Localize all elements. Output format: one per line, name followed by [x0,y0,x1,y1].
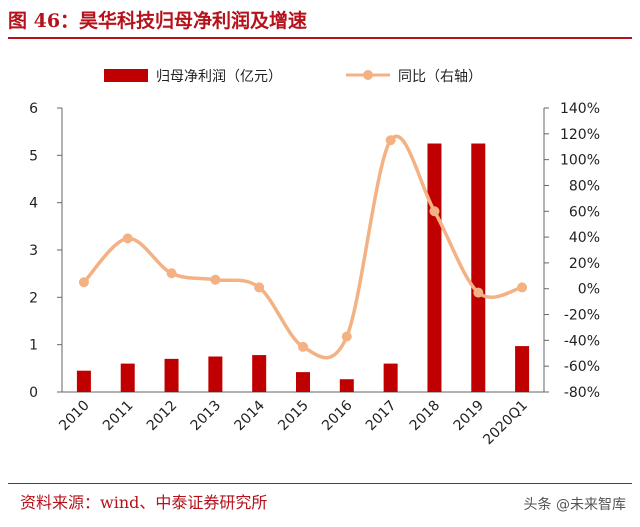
bar [515,346,530,392]
line-point [385,135,396,146]
y-tick-label-right: 100% [560,153,600,169]
x-tick-label: 2019 [451,398,488,435]
y-tick-label-right: 60% [569,204,600,220]
x-tick-label: 2018 [407,398,444,435]
line-point [166,268,177,279]
source-note: 资料来源：wind、中泰证券研究所 [20,493,268,512]
y-tick-label-left: 5 [29,148,38,164]
bar [383,363,398,392]
legend: 归母净利润（亿元） 同比（右轴） [104,68,482,85]
legend-line-label: 同比（右轴） [398,69,482,85]
bar [471,143,486,392]
bar [120,363,135,392]
y-tick-label-right: 40% [569,230,600,246]
y-tick-label-right: 20% [569,256,600,272]
bar [252,355,267,392]
x-tick-label: 2016 [319,397,356,434]
y-tick-label-left: 2 [29,290,38,306]
line-point [517,282,528,293]
y-tick-label-right: -40% [564,333,600,349]
line-point [473,287,484,298]
x-tick-label: 2012 [144,398,181,435]
source-divider [8,483,632,484]
y-tick-label-left: 0 [29,385,38,401]
line-point [298,341,308,352]
y-tick-label-left: 1 [29,338,38,354]
x-tick-label: 2017 [363,398,400,435]
bar [427,143,442,392]
legend-line-marker [363,70,373,80]
line-point [429,206,440,217]
title-divider [8,37,632,39]
y-tick-label-left: 4 [29,196,38,212]
line-point [254,282,265,293]
bar [339,379,354,392]
x-tick-label: 2014 [231,397,268,434]
y-tick-label-right: -80% [564,385,600,401]
y-tick-label-right: 120% [560,127,600,143]
bar [296,372,310,392]
bar [208,356,223,392]
y-tick-label-right: 140% [560,101,600,117]
chart-title: 图 46：昊华科技归母净利润及增速 [8,10,308,32]
y-tick-label-right: -60% [564,359,600,375]
x-tick-label: 2020Q1 [480,398,531,449]
yoy-line [82,134,524,360]
y-tick-label-left: 6 [29,101,38,117]
legend-bar-label: 归母净利润（亿元） [156,68,282,85]
x-tick-label: 2013 [188,398,225,435]
line-point [341,331,352,342]
x-tick-label: 2010 [56,398,93,435]
line-series [78,134,528,360]
bar [164,358,179,392]
x-tick-label: 2011 [100,398,137,435]
line-point [78,277,89,288]
y-tick-label-left: 3 [29,243,38,259]
y-tick-label-right: 0% [578,282,600,298]
legend-bar-swatch [104,69,148,82]
x-tick-label: 2015 [275,398,312,435]
line-point [122,233,133,244]
y-tick-label-right: 80% [569,178,600,194]
bar [76,370,91,392]
y-tick-label-right: -20% [564,308,600,324]
line-point [210,274,221,285]
watermark: 头条 @未来智库 [523,497,626,513]
axes: 0 1 2 3 4 5 6 -80% -60% -40% -20% 0% 20% 40% 60% 80% 100… [29,101,600,448]
